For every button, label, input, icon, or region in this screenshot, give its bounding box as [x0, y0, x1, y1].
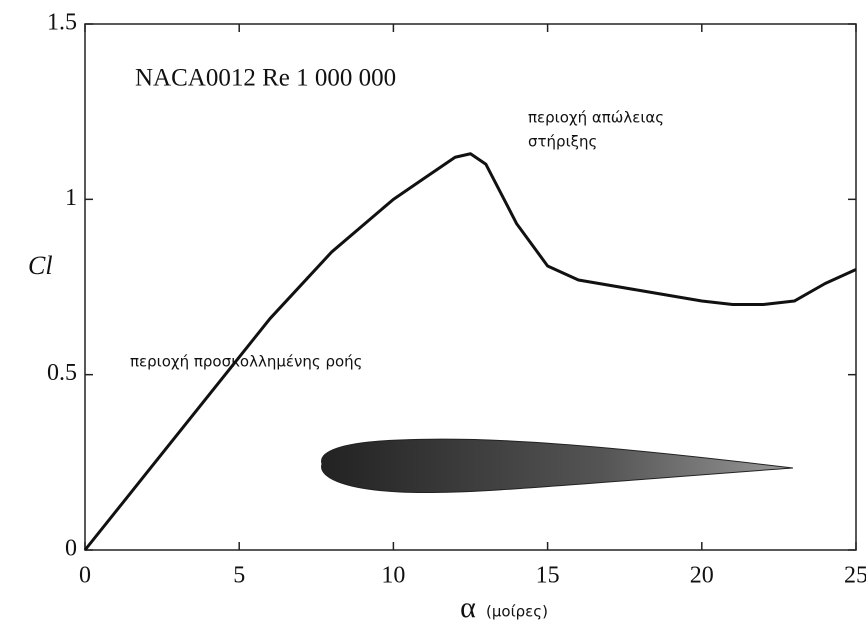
y-tick-label: 0.5: [47, 360, 77, 386]
y-tick-label: 1: [65, 185, 77, 211]
data-line: [83, 152, 857, 551]
x-tick-label: 20: [690, 563, 714, 589]
x-tick-label: 5: [233, 563, 245, 589]
y-tick-label: 0: [65, 536, 77, 562]
x-axis-label: α: [460, 591, 476, 624]
chart-title: NACA0012 Re 1 000 000: [135, 65, 396, 92]
plot-frame: [84, 23, 857, 551]
airfoil: [321, 438, 794, 494]
y-axis-label: Cl: [28, 251, 53, 280]
x-tick-label: 0: [79, 563, 91, 589]
x-tick-label: 15: [536, 563, 560, 589]
annotation: περιοχή προσκολλημένης ροής: [130, 353, 363, 371]
annotation: στήριξης: [528, 133, 597, 151]
annotation: περιοχή απώλειας: [528, 109, 664, 127]
x-tick-label: 10: [381, 563, 405, 589]
y-tick-label: 1.5: [47, 10, 77, 36]
x-tick-label: 25: [844, 563, 866, 589]
x-axis-unit: (μοίρες): [486, 603, 548, 621]
